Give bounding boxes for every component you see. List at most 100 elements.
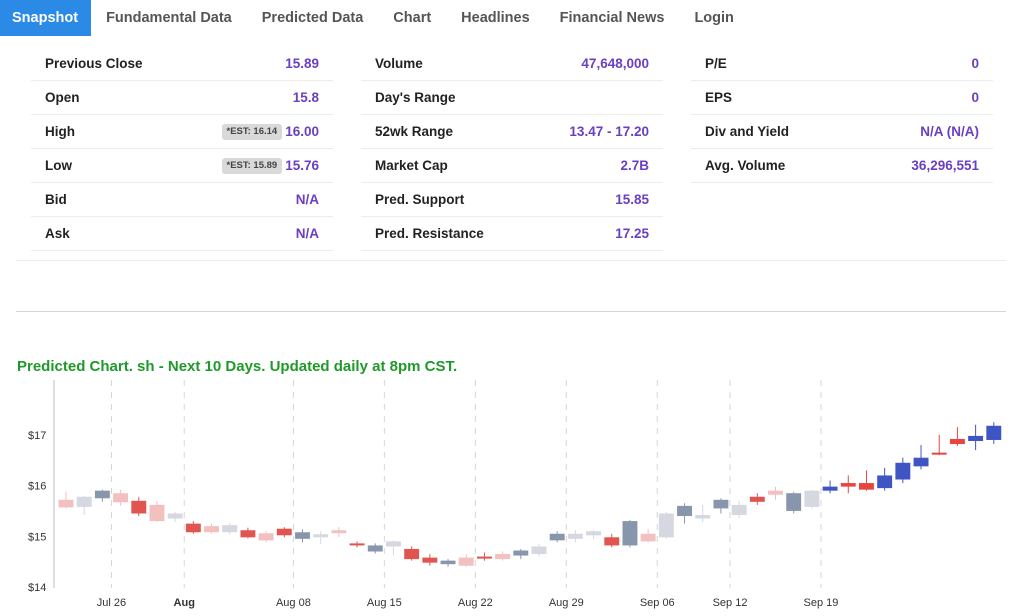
candle-body bbox=[331, 530, 347, 534]
candle-body bbox=[149, 504, 165, 522]
stat-value: N/A bbox=[295, 226, 319, 241]
candle-body bbox=[367, 545, 383, 552]
candle-body bbox=[276, 528, 292, 536]
candle-body bbox=[895, 462, 911, 480]
stat-row-avg-volume: Avg. Volume 36,296,551 bbox=[691, 149, 993, 183]
candle-body bbox=[658, 513, 674, 538]
tab-predicted-data[interactable]: Predicted Data bbox=[261, 10, 364, 26]
chart-title: Predicted Chart. sh - Next 10 Days. Upda… bbox=[17, 358, 458, 375]
candle-body bbox=[58, 499, 74, 508]
candle-body bbox=[458, 557, 474, 566]
x-tick-label: Aug 22 bbox=[458, 597, 493, 609]
stat-value: 15.8 bbox=[292, 90, 319, 105]
candle-body bbox=[567, 533, 583, 539]
x-tick-label: Aug 08 bbox=[276, 597, 311, 609]
candle-body bbox=[349, 543, 365, 546]
candle-body bbox=[295, 532, 310, 539]
est-badge: *EST: 16.14 bbox=[221, 123, 283, 140]
candle-body bbox=[422, 557, 438, 563]
candle-body bbox=[185, 523, 201, 533]
stat-value: N/A bbox=[295, 192, 319, 207]
candle-body bbox=[386, 541, 401, 547]
stat-row-open: Open 15.8 bbox=[31, 81, 333, 115]
stat-value-group: *EST: 16.14 16.00 bbox=[221, 123, 334, 140]
stat-label: High bbox=[45, 124, 75, 139]
candle-body bbox=[768, 490, 783, 495]
y-tick-label: $15 bbox=[28, 531, 46, 543]
y-tick-label: $16 bbox=[28, 481, 46, 493]
candle-body bbox=[586, 531, 602, 536]
stat-value: 15.89 bbox=[285, 56, 319, 71]
stat-row-pe: P/E 0 bbox=[691, 47, 993, 81]
candle-body bbox=[531, 546, 547, 555]
candle-body bbox=[749, 496, 765, 502]
tab-headlines[interactable]: Headlines bbox=[461, 10, 530, 26]
stat-row-previous-close: Previous Close 15.89 bbox=[31, 47, 333, 81]
stat-value: 36,296,551 bbox=[911, 158, 979, 173]
tab-snapshot[interactable]: Snapshot bbox=[0, 0, 92, 36]
stat-row-bid: Bid N/A bbox=[31, 183, 333, 217]
candle-body bbox=[476, 556, 492, 559]
stat-value: 16.00 bbox=[285, 124, 319, 139]
x-tick-label: Sep 19 bbox=[804, 597, 839, 609]
stat-label: Open bbox=[45, 90, 80, 105]
tab-login[interactable]: Login bbox=[694, 10, 734, 26]
stat-label: Day's Range bbox=[375, 90, 456, 105]
stat-label: P/E bbox=[705, 56, 727, 71]
candle-body bbox=[695, 515, 711, 519]
candle-body bbox=[622, 521, 638, 546]
candle-body bbox=[822, 486, 838, 491]
stat-value: 15.76 bbox=[285, 158, 319, 173]
candle-body bbox=[640, 533, 656, 542]
candle-body bbox=[167, 513, 183, 519]
candle-body bbox=[131, 500, 147, 514]
candle-body bbox=[240, 530, 256, 538]
candle-body bbox=[222, 525, 238, 533]
stat-row-volume: Volume 47,648,000 bbox=[361, 47, 663, 81]
candle-body bbox=[313, 534, 329, 538]
tab-fundamental-data[interactable]: Fundamental Data bbox=[106, 10, 232, 26]
stat-value: 2.7B bbox=[620, 158, 649, 173]
stat-label: Previous Close bbox=[45, 56, 143, 71]
stat-row-market-cap: Market Cap 2.7B bbox=[361, 149, 663, 183]
stat-label: Ask bbox=[45, 226, 70, 241]
x-tick-label: Aug 29 bbox=[549, 597, 584, 609]
candle-body bbox=[513, 550, 529, 556]
candle-body bbox=[76, 496, 92, 507]
stat-label: Low bbox=[45, 158, 72, 173]
stat-row-eps: EPS 0 bbox=[691, 81, 993, 115]
candlestick-chart: $14 $15 $16 $17 Jul 26 Aug Aug 08 Aug 15 Aug 22 A… bbox=[28, 380, 1002, 609]
stats-column-3: P/E 0 EPS 0 Div and Yield N/A (N/A) Avg.… bbox=[691, 47, 993, 183]
stat-label: Market Cap bbox=[375, 158, 448, 173]
y-tick-label: $14 bbox=[28, 582, 46, 594]
candle-body bbox=[204, 526, 219, 533]
stat-value: 0 bbox=[971, 90, 979, 105]
candle-body bbox=[931, 452, 947, 455]
candle-body bbox=[804, 490, 820, 507]
stat-value: 0 bbox=[971, 56, 979, 71]
section-divider bbox=[16, 311, 1006, 312]
tab-financial-news[interactable]: Financial News bbox=[559, 10, 665, 26]
candle-body bbox=[859, 483, 874, 490]
tab-chart[interactable]: Chart bbox=[393, 10, 432, 26]
candle-body bbox=[968, 435, 984, 441]
candle-body bbox=[604, 537, 620, 546]
stat-row-low: Low *EST: 15.89 15.76 bbox=[31, 149, 333, 183]
stat-value: 15.85 bbox=[615, 192, 649, 207]
candle-body bbox=[440, 560, 456, 565]
stat-value-group: *EST: 15.89 15.76 bbox=[221, 157, 334, 174]
candle-body bbox=[877, 475, 893, 489]
stat-row-div-yield: Div and Yield N/A (N/A) bbox=[691, 115, 993, 149]
candle-body bbox=[949, 438, 965, 445]
stat-label: Volume bbox=[375, 56, 423, 71]
stat-row-pred-resistance: Pred. Resistance 17.25 bbox=[361, 217, 663, 251]
stat-row-high: High *EST: 16.14 16.00 bbox=[31, 115, 333, 149]
candle-body bbox=[495, 554, 511, 560]
candle-body bbox=[840, 483, 856, 487]
est-badge: *EST: 15.89 bbox=[221, 157, 283, 174]
candle-body bbox=[94, 490, 110, 499]
stat-label: Avg. Volume bbox=[705, 158, 786, 173]
x-tick-label: Jul 26 bbox=[97, 597, 126, 609]
stats-column-2: Volume 47,648,000 Day's Range 52wk Range… bbox=[361, 47, 663, 251]
x-tick-label: Aug bbox=[174, 597, 195, 609]
